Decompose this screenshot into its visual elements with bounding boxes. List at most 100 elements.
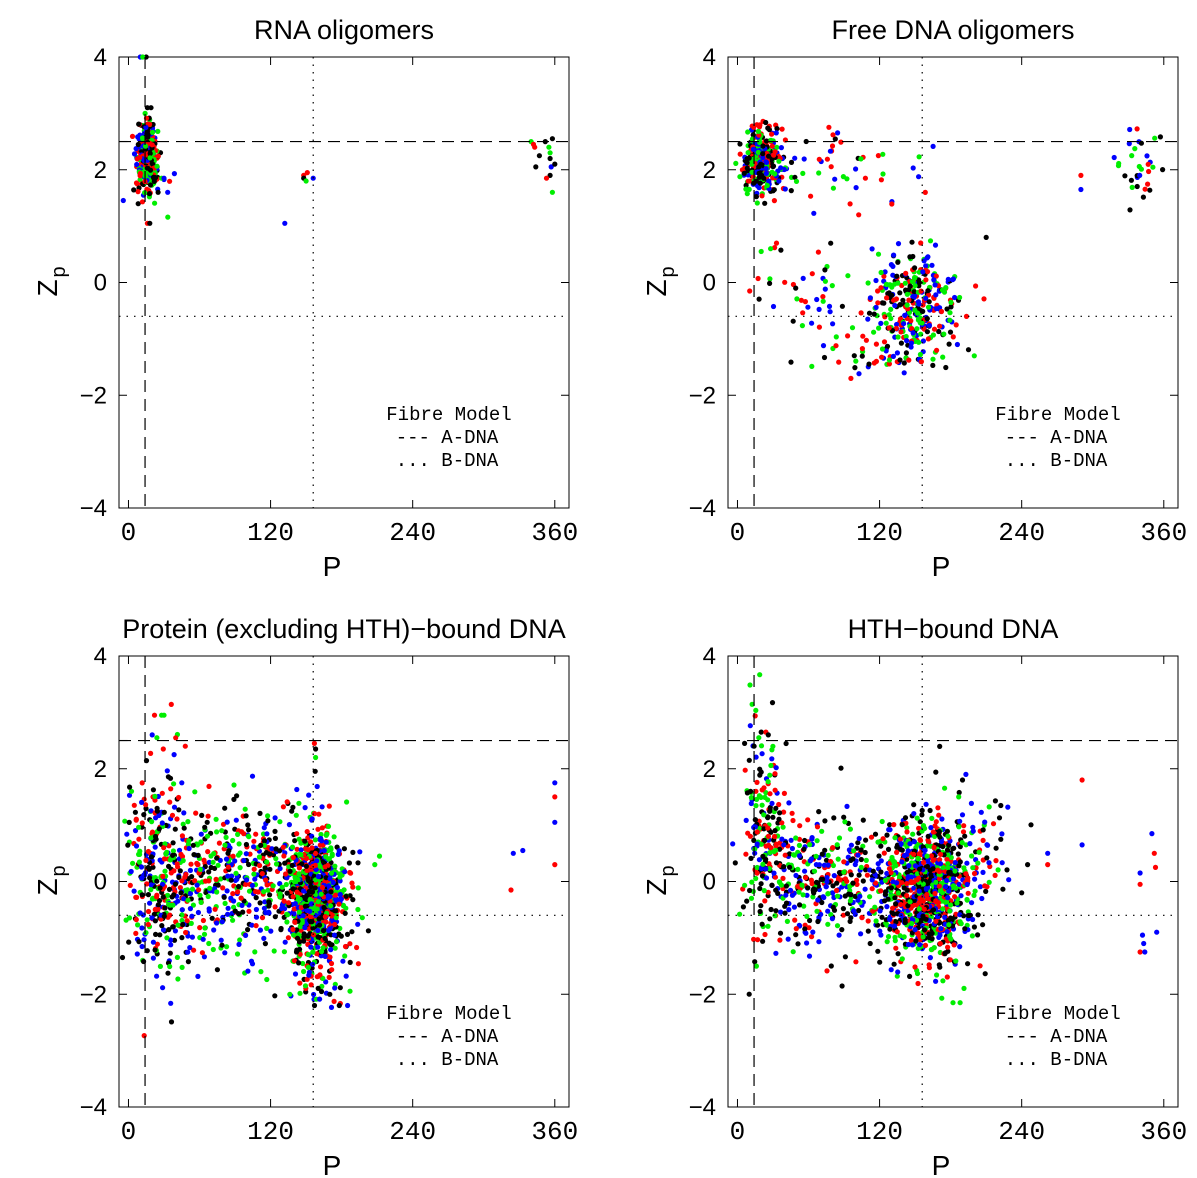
data-point [770,188,776,194]
data-point [167,178,173,184]
data-point [892,835,898,841]
data-point [1137,949,1143,955]
data-point [813,862,820,868]
data-point [206,908,212,914]
data-point [751,124,757,130]
data-point [887,926,893,932]
data-point [257,900,263,906]
data-point [292,919,298,925]
data-point [912,863,919,869]
data-point [796,922,802,928]
data-point [137,177,143,183]
data-point [922,189,928,195]
x-tick-label: 240 [998,518,1045,548]
data-point [767,916,773,922]
data-point [932,242,939,248]
data-point [937,323,943,329]
data-point [920,913,926,919]
data-point [895,969,901,975]
data-point [312,768,318,774]
data-point [261,838,267,844]
data-point [948,299,954,305]
data-point [878,285,884,291]
data-point [894,929,900,935]
data-point [264,831,270,837]
data-point [1150,164,1156,170]
data-point [520,847,526,854]
data-point [894,350,901,356]
data-point [355,921,361,927]
data-point [185,819,191,825]
data-point [376,853,383,859]
data-point [151,712,158,718]
data-point [847,883,853,890]
data-point [859,346,866,352]
data-point [157,857,163,863]
data-point [880,836,886,842]
data-point [960,829,967,835]
data-point [183,871,189,878]
data-point [265,887,271,893]
data-point [858,864,864,871]
data-point [937,941,943,947]
data-point [766,153,772,159]
data-point [1122,173,1128,179]
data-point [953,322,959,328]
data-point [278,927,284,933]
data-point [222,805,228,811]
x-tick-label: 360 [531,518,578,548]
data-point [280,804,286,810]
data-point [933,292,939,298]
data-point [836,932,842,938]
data-point [844,176,850,182]
data-point [283,871,289,877]
data-point [760,861,766,867]
data-point [1128,177,1134,183]
data-point [765,923,771,929]
y-tick-label: −2 [689,981,716,1008]
data-point [971,924,978,930]
data-point [930,143,936,149]
data-point [925,304,932,310]
data-point [748,795,755,801]
data-point [294,831,300,837]
data-point [751,743,757,749]
data-point [880,171,886,177]
data-point [927,955,934,961]
data-point [853,959,859,965]
data-point [745,150,751,156]
data-point [853,166,859,172]
data-point [342,953,348,959]
data-point [732,860,738,866]
data-point [907,283,913,289]
data-point [796,842,803,849]
data-point [136,836,142,842]
data-point [184,918,190,924]
data-point [945,276,951,282]
data-point [135,922,141,928]
data-point [136,121,142,127]
data-point [850,880,856,886]
data-point [183,929,189,936]
data-point [179,964,185,971]
y-tick-label: −2 [689,382,716,409]
data-point [929,262,935,268]
data-point [939,816,945,822]
scatter-points [120,54,558,226]
data-point [803,930,809,936]
data-point [758,743,765,749]
data-point [778,145,785,151]
data-point [355,860,361,866]
data-point [809,835,815,841]
data-point [347,941,353,947]
data-point [139,199,146,205]
data-point [772,874,779,880]
data-point [936,828,942,835]
data-point [168,1000,174,1006]
data-point [314,858,320,864]
data-point [344,931,351,938]
data-point [888,967,894,973]
data-point [847,898,854,904]
data-point [858,156,864,162]
